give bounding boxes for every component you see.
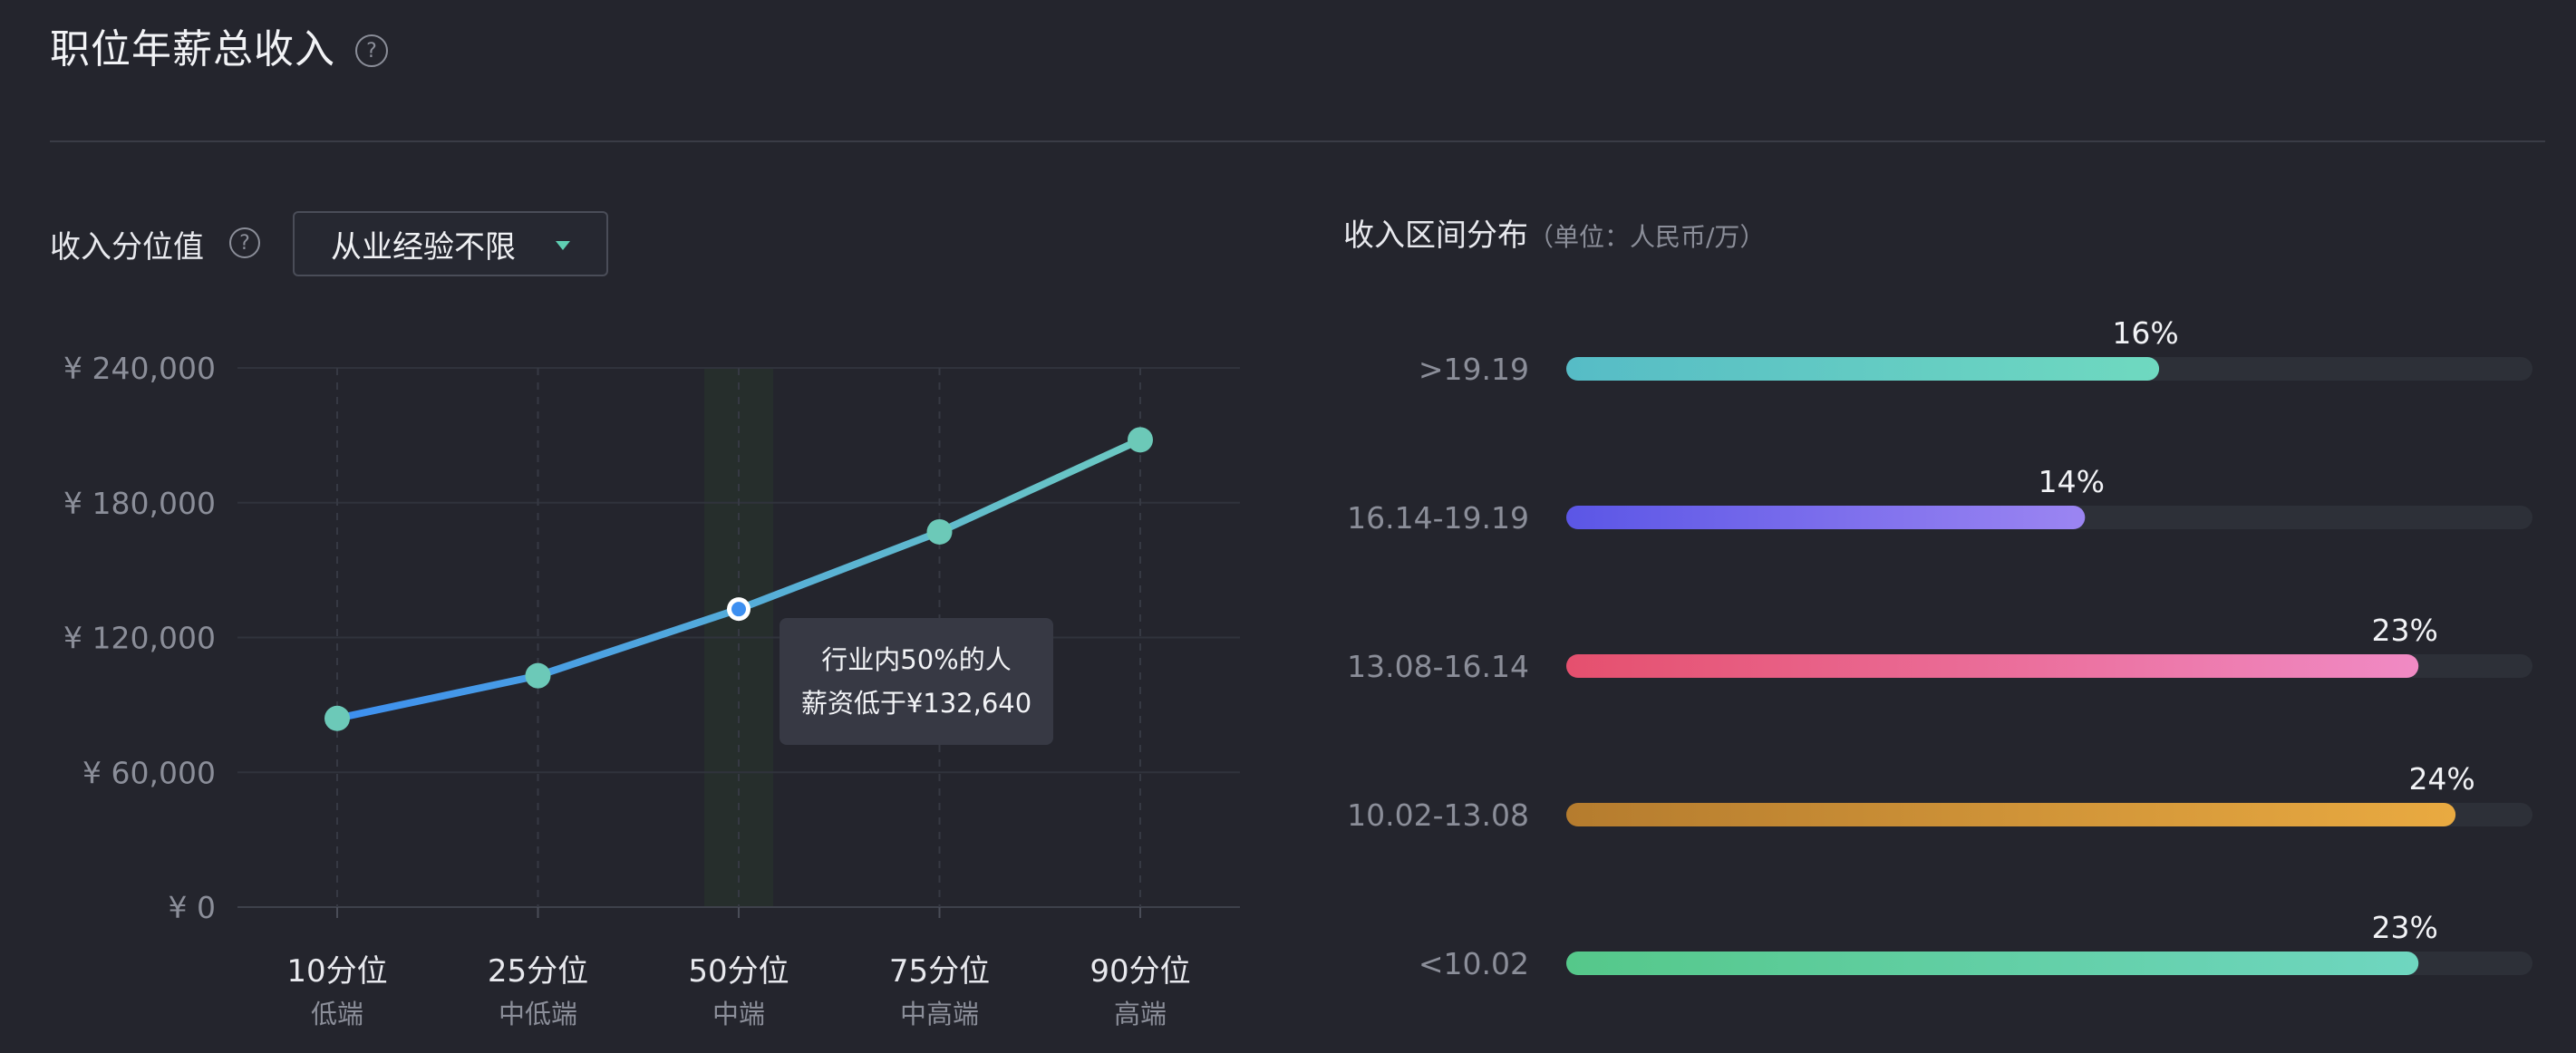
bar-value-label: 23% [2372,613,2438,648]
tooltip-line-1: 行业内50%的人 [821,644,1012,675]
bar [1566,654,2419,678]
experience-dropdown-value: 从业经验不限 [331,228,516,266]
bar-category-label: <10.02 [1419,946,1529,981]
x-tick-label: 90分位 [1089,953,1191,990]
y-tick-label: ¥ 60,000 [82,755,216,790]
data-point-center [731,602,746,617]
distribution-unit: （单位：人民币/万） [1528,222,1766,252]
help-icon[interactable]: ? [355,34,388,67]
bar-category-label: >19.19 [1419,352,1529,387]
x-tick-label: 50分位 [688,953,789,990]
chart-tooltip: 行业内50%的人 薪资低于¥132,640 [780,618,1053,745]
bar [1566,357,2160,381]
header-divider [50,140,2545,142]
y-tick-label: ¥ 0 [169,890,216,925]
percentile-label: 收入分位值 [50,229,204,266]
bar-value-label: 16% [2112,315,2178,351]
percentile-help-icon[interactable]: ? [229,227,260,258]
x-tick-sublabel: 中端 [712,999,765,1029]
bar-category-label: 10.02-13.08 [1347,797,1529,833]
x-tick-label: 10分位 [286,953,388,990]
income-distribution-chart: >19.19 16% 16.14-19.19 14% 13.08-16.14 23% 10.… [1347,315,2532,981]
y-tick-label: ¥ 180,000 [63,486,216,521]
x-tick-sublabel: 高端 [1113,999,1167,1029]
x-tick-sublabel: 低端 [310,999,363,1029]
x-tick-label: 25分位 [487,953,589,990]
bar [1566,506,2086,529]
percentile-line-chart: ¥ 0 ¥ 60,000 ¥ 120,000 ¥ 180,000 ¥ 240,000 [63,351,1240,925]
distribution-title: 收入区间分布 [1343,217,1528,254]
experience-dropdown[interactable]: 从业经验不限 [293,211,608,276]
bar-category-label: 13.08-16.14 [1347,649,1529,684]
x-tick-sublabel: 中高端 [899,999,979,1029]
bar-value-label: 14% [2039,464,2105,499]
data-point [525,662,551,689]
data-point [324,705,350,731]
caret-down-icon [556,241,570,250]
x-tick-label: 75分位 [888,953,991,990]
bar-category-label: 16.14-19.19 [1347,500,1529,536]
y-tick-label: ¥ 120,000 [63,621,216,656]
data-point [1128,427,1153,453]
y-tick-label: ¥ 240,000 [63,351,216,386]
bar-value-label: 24% [2408,761,2474,797]
bar [1566,803,2456,826]
data-point [926,518,953,545]
bar [1566,952,2419,975]
distribution-label: 收入区间分布（单位：人民币/万） [1343,210,1765,255]
page-title: 职位年薪总收入 [50,26,335,72]
tooltip-line-2: 薪资低于¥132,640 [800,688,1032,719]
bar-value-label: 23% [2372,910,2438,945]
x-tick-sublabel: 中低端 [498,999,577,1029]
